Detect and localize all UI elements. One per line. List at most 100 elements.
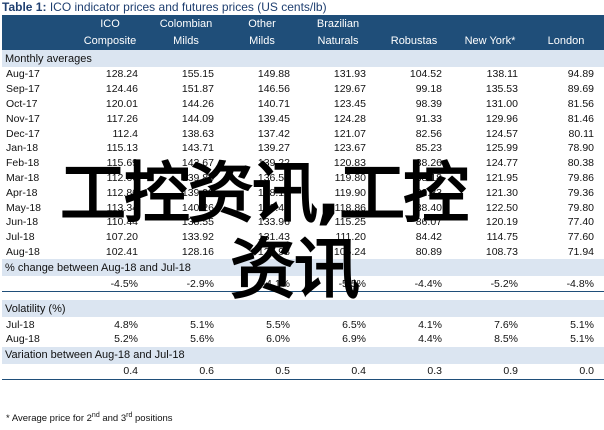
cell-value: 123.67 bbox=[333, 142, 366, 155]
row-label: Oct-17 bbox=[6, 97, 38, 110]
cell-value: 88.26 bbox=[415, 157, 442, 170]
cell-value: 82.56 bbox=[415, 127, 442, 140]
cell-value: 8.5% bbox=[494, 333, 518, 346]
header-row-2: Composite Milds Milds Naturals Robustas … bbox=[2, 33, 604, 50]
cell-value: 0.6 bbox=[148, 363, 224, 380]
header-col-7-l1 bbox=[528, 15, 604, 33]
cell-value: 119.90 bbox=[334, 186, 366, 199]
cell-value: 99.18 bbox=[415, 83, 442, 96]
cell-value: 146.56 bbox=[257, 83, 290, 96]
row-label: Jan-18 bbox=[6, 142, 39, 155]
monthly-row: Aug-18 102.41 128.16 126.98 105.24 80.89 108.7… bbox=[2, 245, 604, 260]
cell-value: 138.11 bbox=[486, 68, 518, 81]
cell-value: -4.1% bbox=[224, 276, 300, 293]
cell-value: 135.53 bbox=[485, 83, 518, 96]
footnote-mid: and 3 bbox=[99, 413, 127, 425]
cell-value: 79.36 bbox=[567, 186, 594, 199]
cell-value: 81.46 bbox=[567, 112, 594, 125]
cell-value: 89.69 bbox=[567, 83, 594, 96]
cell-value: 0.5 bbox=[224, 363, 300, 380]
header-col-4-l1: Brazilian bbox=[300, 15, 376, 33]
cell-value: 118.86 bbox=[334, 201, 366, 214]
cell-value: 4.8% bbox=[114, 318, 138, 331]
cell-value: 79.86 bbox=[567, 171, 594, 184]
cell-value: 125.99 bbox=[485, 142, 518, 155]
cell-value: 131.43 bbox=[257, 231, 290, 244]
cell-value: 155.15 bbox=[181, 68, 214, 81]
cell-value: 120.83 bbox=[333, 157, 366, 170]
cell-value: 124.57 bbox=[485, 127, 518, 140]
cell-value: 138.48 bbox=[257, 201, 290, 214]
cell-value: -4.4% bbox=[376, 276, 452, 293]
monthly-row: Dec-17 112.4 138.63 137.42 121.07 82.56 124.57… bbox=[2, 126, 604, 141]
cell-value: 133.96 bbox=[257, 216, 290, 229]
cell-value: 0.0 bbox=[528, 363, 604, 380]
cell-value: 88.18 bbox=[415, 171, 442, 184]
row-label bbox=[2, 363, 72, 380]
cell-value: 5.5% bbox=[266, 318, 290, 331]
cell-value: 0.4 bbox=[300, 363, 376, 380]
cell-value: 80.38 bbox=[567, 157, 594, 170]
footnote-text: Average price for 2 bbox=[11, 413, 92, 425]
cell-value: 108.73 bbox=[485, 245, 518, 258]
cell-value: 124.46 bbox=[105, 83, 138, 96]
cell-value: 113.34 bbox=[106, 201, 138, 214]
header-corner-2 bbox=[2, 33, 72, 50]
monthly-row: Nov-17 117.26 144.09 139.45 124.28 91.33 129.9… bbox=[2, 111, 604, 126]
cell-value: 121.30 bbox=[485, 186, 518, 199]
cell-value: 129.67 bbox=[333, 83, 366, 96]
cell-value: 137.42 bbox=[257, 127, 290, 140]
cell-value: 98.39 bbox=[415, 97, 442, 110]
cell-value: 144.09 bbox=[181, 112, 214, 125]
cell-value: 149.88 bbox=[257, 68, 290, 81]
cell-value: 0.9 bbox=[452, 363, 528, 380]
header-col-6-l1 bbox=[452, 15, 528, 33]
row-label: Jun-18 bbox=[6, 216, 39, 229]
cell-value: 5.1% bbox=[570, 333, 594, 346]
section-monthly-label: Monthly averages bbox=[2, 50, 604, 67]
cell-value: 123.45 bbox=[333, 97, 366, 110]
header-col-5-l1 bbox=[376, 15, 452, 33]
cell-value: 112.86 bbox=[106, 186, 138, 199]
monthly-row: Aug-17 128.24 155.15 149.88 131.93 104.52 138.… bbox=[2, 67, 604, 82]
monthly-row: Apr-18 112.86 139.93 138.18 119.90 89.33 121.3… bbox=[2, 185, 604, 200]
cell-value: 86.07 bbox=[415, 216, 442, 229]
cell-value: 120.19 bbox=[485, 216, 518, 229]
cell-value: 5.1% bbox=[190, 318, 214, 331]
section-variation: Variation between Aug-18 and Jul-18 bbox=[2, 346, 604, 364]
section-pct-change: % change between Aug-18 and Jul-18 bbox=[2, 259, 604, 277]
row-label: Jul-18 bbox=[6, 318, 35, 331]
cell-value: 6.0% bbox=[266, 333, 290, 346]
cell-value: 144.26 bbox=[181, 97, 214, 110]
header-col-3-l1: Other bbox=[224, 15, 300, 33]
cell-value: 138.18 bbox=[257, 186, 290, 199]
table-title-prefix: Table 1: bbox=[2, 0, 47, 14]
cell-value: -5.5% bbox=[300, 276, 376, 293]
row-label: Nov-17 bbox=[6, 112, 40, 125]
header-col-1-l1: ICO bbox=[72, 15, 148, 33]
section-variation-label: Variation between Aug-18 and Jul-18 bbox=[2, 346, 604, 364]
cell-value: 112.66 bbox=[106, 171, 138, 184]
cell-value: 136.54 bbox=[257, 171, 290, 184]
header-col-1-l2: Composite bbox=[72, 33, 148, 50]
cell-value: 5.2% bbox=[114, 333, 138, 346]
cell-value: 121.95 bbox=[485, 171, 518, 184]
footnote-sup2: rd bbox=[126, 412, 133, 419]
row-label: Jul-18 bbox=[6, 231, 35, 244]
cell-value: 119.80 bbox=[334, 171, 366, 184]
row-label: Mar-18 bbox=[6, 171, 40, 184]
header-col-7-l2: London bbox=[528, 33, 604, 50]
cell-value: 138.55 bbox=[181, 216, 214, 229]
cell-value: 4.4% bbox=[418, 333, 442, 346]
row-label: Apr-18 bbox=[6, 186, 38, 199]
header-col-3-l2: Milds bbox=[224, 33, 300, 50]
cell-value: 0.3 bbox=[376, 363, 452, 380]
cell-value: 111.20 bbox=[335, 231, 366, 244]
row-label: Feb-18 bbox=[6, 157, 40, 170]
cell-value: 104.52 bbox=[409, 68, 442, 81]
cell-value: 140.26 bbox=[181, 201, 214, 214]
cell-value: 115.25 bbox=[334, 216, 366, 229]
cell-value: 5.1% bbox=[570, 318, 594, 331]
cell-value: 120.01 bbox=[105, 97, 138, 110]
footnote-end: positions bbox=[132, 413, 173, 425]
